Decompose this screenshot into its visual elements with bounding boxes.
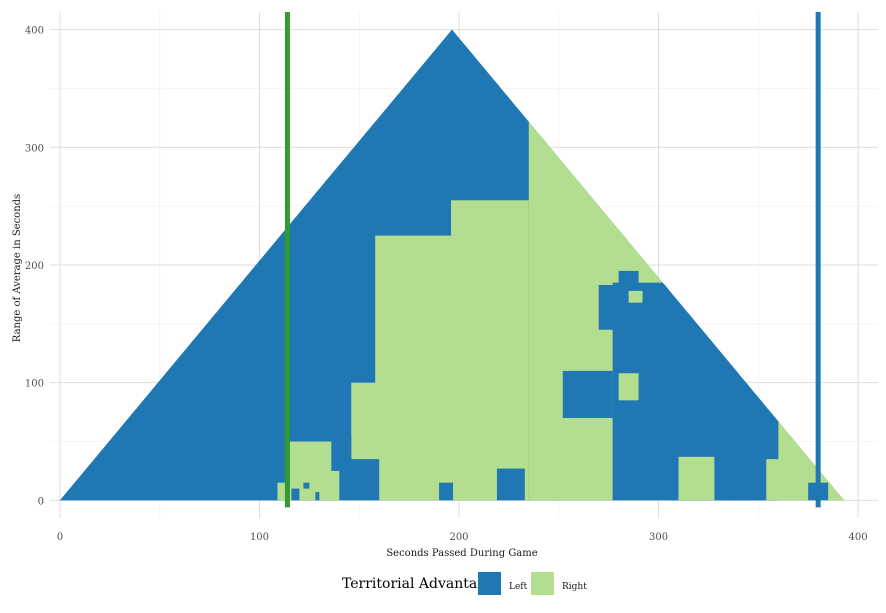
- legend-swatch-right: [531, 572, 554, 595]
- x-tick-label: 400: [849, 532, 868, 543]
- x-axis-title: Seconds Passed During Game: [386, 548, 537, 559]
- heatmap-region-left: [618, 270, 639, 295]
- x-tick-label: 300: [649, 532, 668, 543]
- y-tick-labels: 0 100 200 300 400: [25, 26, 44, 508]
- legend-label-right: Right: [562, 582, 587, 592]
- heatmap-region-left: [496, 468, 525, 501]
- heatmap-region-left: [315, 492, 320, 501]
- y-axis-title: Range of Average in Seconds: [12, 194, 23, 342]
- x-tick-label: 100: [250, 532, 269, 543]
- heatmap-region-right: [628, 290, 643, 303]
- x-tick-labels: 0 100 200 300 400: [57, 532, 868, 543]
- heatmap-region-right: [678, 456, 715, 501]
- y-tick-label: 0: [38, 496, 44, 507]
- y-tick-label: 200: [25, 261, 44, 272]
- heatmap-region-left: [291, 488, 300, 501]
- y-tick-label: 400: [25, 26, 44, 37]
- heatmap-region-right: [277, 482, 290, 501]
- heatmap-region-left: [451, 29, 529, 201]
- y-tick-label: 300: [25, 143, 44, 154]
- x-tick-label: 200: [449, 532, 468, 543]
- heatmap-region-left: [59, 29, 452, 236]
- reference-lines: [284, 12, 821, 508]
- heatmap-region-left: [439, 482, 454, 501]
- heatmap-region-left: [345, 459, 380, 501]
- legend: Territorial Advantage Left Right: [342, 572, 587, 595]
- y-tick-label: 100: [25, 379, 44, 390]
- legend-swatch-left: [478, 572, 501, 595]
- heatmap-region-left: [562, 370, 613, 418]
- heatmap-region-right: [618, 373, 639, 401]
- legend-label-left: Left: [509, 582, 528, 592]
- heatmap-region-left: [303, 482, 310, 489]
- legend-title: Territorial Advantage: [342, 576, 494, 592]
- x-tick-label: 0: [57, 532, 63, 543]
